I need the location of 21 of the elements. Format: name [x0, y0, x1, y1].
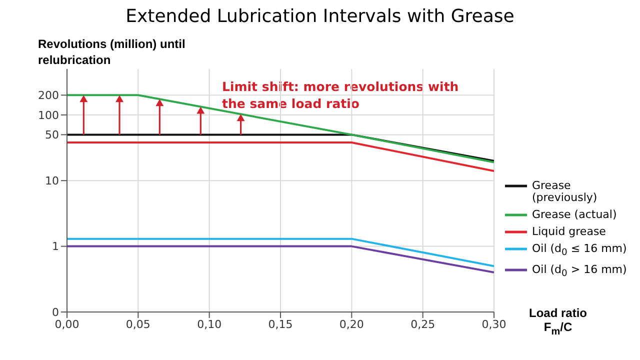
x-tick-label: 0,05: [126, 318, 150, 331]
x-tick-label: 0,15: [268, 318, 293, 331]
x-axis-title: Load ratio F$_{m}$/C: [528, 306, 588, 338]
legend-label: Oil (d$_{0}$ ≤ 16 mm): [532, 242, 628, 260]
legend-label: Grease (previously): [532, 179, 598, 204]
x-tick-label: 0,00: [54, 318, 80, 331]
legend-label: Oil (d$_{0}$ > 16 mm): [532, 263, 628, 280]
x-tick-label: 0,25: [410, 318, 436, 331]
y-tick-label: 50: [45, 128, 59, 142]
y-tick-label: 1: [52, 240, 59, 254]
y-tick-label: 0: [52, 306, 59, 319]
y-axis-title: Revolutions (million) until relubrication: [38, 36, 186, 68]
x-tick-label: 0,30: [482, 318, 506, 331]
legend-label: Liquid grease: [532, 225, 607, 238]
chart-title: Extended Lubrication Intervals with Grease: [124, 6, 516, 27]
x-tick-label: 0,10: [197, 318, 222, 331]
y-tick-label: 100: [38, 108, 59, 122]
legend-label: Grease (actual): [532, 208, 618, 221]
y-tick-label: 10: [45, 174, 59, 188]
y-tick-label: 200: [38, 89, 59, 102]
x-tick-label: 0,20: [339, 318, 364, 331]
